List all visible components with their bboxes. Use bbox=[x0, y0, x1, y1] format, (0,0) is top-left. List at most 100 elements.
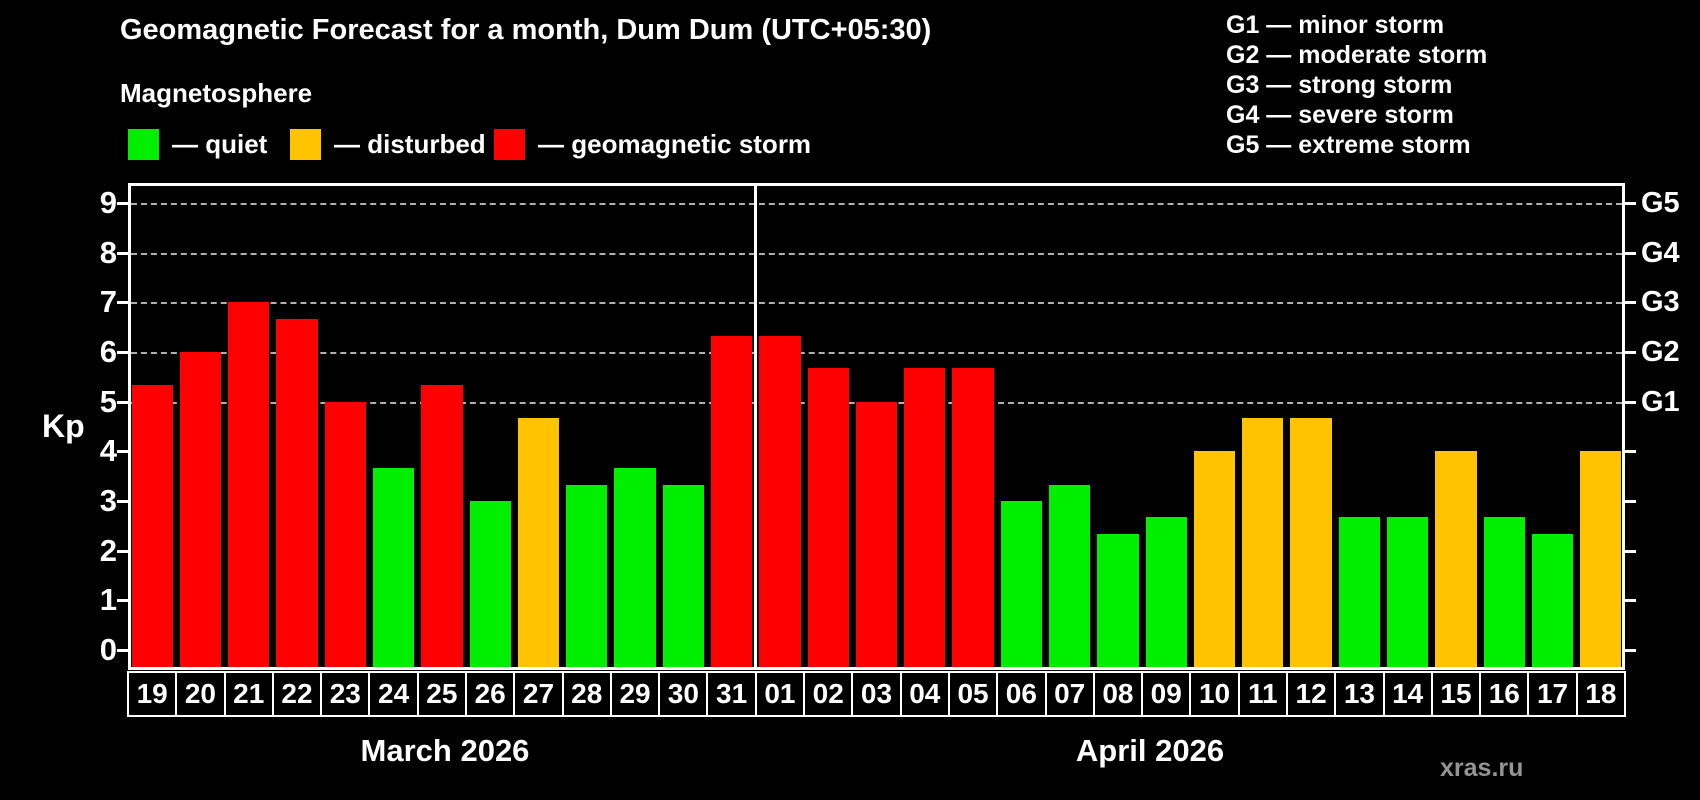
day-labels-row: 19 20 21 22 23 24 25 26 27 28 29 30 31 01 02 03 04 05 06 07… bbox=[127, 671, 1626, 717]
kp-bar-27 bbox=[517, 418, 560, 670]
y-tick-label-5: 5 bbox=[99, 383, 117, 419]
plot-border-left bbox=[128, 183, 131, 670]
day-cell-14: 14 bbox=[1382, 671, 1433, 717]
plot-border-top bbox=[128, 183, 1625, 186]
day-cell-28: 28 bbox=[561, 671, 612, 717]
y-axis-title: Kp bbox=[42, 408, 85, 444]
y-tick-left-6 bbox=[117, 350, 128, 354]
y-tick-right-9 bbox=[1625, 201, 1636, 205]
g-level-label-g1: G1 bbox=[1641, 385, 1680, 418]
y-tick-left-4 bbox=[117, 450, 128, 454]
chart-title: Geomagnetic Forecast for a month, Dum Du… bbox=[120, 14, 932, 46]
y-tick-left-1 bbox=[117, 599, 128, 603]
y-tick-label-2: 2 bbox=[99, 532, 117, 568]
day-cell-31: 31 bbox=[706, 671, 757, 717]
day-cell-04: 04 bbox=[899, 671, 950, 717]
day-cell-16: 16 bbox=[1479, 671, 1530, 717]
disturbed-color-swatch bbox=[290, 128, 321, 160]
g-level-label-g5: G5 bbox=[1641, 186, 1680, 219]
y-tick-left-0 bbox=[117, 649, 128, 652]
kp-bar-06 bbox=[1000, 500, 1042, 670]
kp-bar-01 bbox=[759, 335, 801, 670]
day-cell-11: 11 bbox=[1237, 671, 1288, 717]
kp-bar-04 bbox=[904, 368, 946, 670]
kp-bar-08 bbox=[1097, 534, 1139, 670]
g4-legend-line: G4 — severe storm bbox=[1226, 101, 1454, 129]
day-cell-22: 22 bbox=[271, 671, 323, 717]
y-tick-label-3: 3 bbox=[99, 482, 117, 518]
day-cell-26: 26 bbox=[465, 671, 516, 717]
day-cell-21: 21 bbox=[223, 671, 274, 717]
day-cell-09: 09 bbox=[1141, 671, 1192, 717]
kp-bar-18 bbox=[1580, 451, 1622, 670]
legend-label-disturbed: — disturbed bbox=[334, 128, 486, 159]
gridline-kp7 bbox=[131, 302, 1622, 305]
kp-bar-15 bbox=[1435, 451, 1477, 670]
legend-item-quiet: — quiet bbox=[128, 128, 267, 160]
kp-bar-02 bbox=[807, 368, 849, 670]
day-cell-05: 05 bbox=[947, 671, 999, 717]
day-cell-30: 30 bbox=[658, 671, 709, 717]
y-tick-label-4: 4 bbox=[99, 433, 117, 469]
day-cell-29: 29 bbox=[609, 671, 661, 717]
y-tick-right-7 bbox=[1625, 301, 1636, 305]
day-cell-08: 08 bbox=[1092, 671, 1144, 717]
y-tick-label-9: 9 bbox=[99, 184, 117, 220]
kp-bar-20 bbox=[179, 351, 222, 670]
gridline-kp8 bbox=[131, 252, 1622, 255]
day-cell-15: 15 bbox=[1430, 671, 1482, 717]
kp-bar-23 bbox=[324, 401, 366, 670]
y-tick-label-6: 6 bbox=[99, 333, 117, 369]
g-scale-legend: G1 — minor storm G2 — moderate storm G3 … bbox=[1226, 10, 1487, 160]
kp-bar-09 bbox=[1145, 517, 1187, 670]
legend-label-quiet: — quiet bbox=[172, 128, 268, 159]
day-cell-25: 25 bbox=[416, 671, 468, 717]
y-tick-right-1 bbox=[1625, 599, 1636, 603]
day-cell-20: 20 bbox=[175, 671, 226, 717]
kp-bar-05 bbox=[952, 368, 994, 670]
day-cell-07: 07 bbox=[1044, 671, 1095, 717]
kp-bar-28 bbox=[566, 484, 608, 670]
kp-bar-26 bbox=[469, 500, 511, 670]
y-tick-right-8 bbox=[1625, 251, 1636, 255]
quiet-color-swatch bbox=[128, 128, 159, 160]
day-cell-23: 23 bbox=[320, 671, 371, 717]
kp-bar-14 bbox=[1387, 517, 1429, 670]
day-cell-18: 18 bbox=[1575, 671, 1626, 717]
month-separator-line bbox=[754, 183, 758, 670]
y-tick-left-2 bbox=[117, 549, 128, 553]
kp-bar-17 bbox=[1531, 534, 1574, 670]
g3-legend-line: G3 — strong storm bbox=[1226, 71, 1453, 99]
y-tick-left-9 bbox=[117, 201, 128, 205]
g-level-label-g3: G3 bbox=[1641, 286, 1680, 319]
watermark: xras.ru bbox=[1440, 754, 1524, 782]
day-cell-12: 12 bbox=[1285, 671, 1337, 717]
kp-bar-10 bbox=[1193, 451, 1236, 670]
day-cell-13: 13 bbox=[1334, 671, 1385, 717]
y-tick-right-6 bbox=[1625, 350, 1636, 354]
kp-bar-11 bbox=[1242, 418, 1284, 670]
plot-border-bottom bbox=[128, 667, 1625, 670]
day-cell-02: 02 bbox=[803, 671, 854, 717]
storm-color-swatch bbox=[494, 128, 525, 160]
day-cell-17: 17 bbox=[1527, 671, 1578, 717]
day-cell-24: 24 bbox=[368, 671, 419, 717]
y-tick-label-1: 1 bbox=[99, 582, 117, 618]
kp-bar-19 bbox=[131, 385, 173, 670]
kp-bar-21 bbox=[228, 302, 270, 670]
y-tick-right-0 bbox=[1625, 649, 1636, 652]
g-level-label-g2: G2 bbox=[1641, 335, 1680, 368]
y-tick-right-2 bbox=[1625, 549, 1636, 553]
kp-bar-03 bbox=[855, 401, 898, 670]
day-cell-10: 10 bbox=[1189, 671, 1240, 717]
g2-legend-line: G2 — moderate storm bbox=[1226, 41, 1488, 69]
y-tick-left-5 bbox=[117, 400, 128, 404]
legend-item-disturbed: — disturbed bbox=[290, 128, 486, 160]
kp-bar-16 bbox=[1483, 517, 1525, 670]
kp-bar-25 bbox=[421, 385, 463, 670]
y-tick-label-8: 8 bbox=[99, 234, 117, 270]
gridline-kp9 bbox=[131, 202, 1622, 205]
legend-label-storm: — geomagnetic storm bbox=[538, 128, 812, 159]
y-tick-label-7: 7 bbox=[99, 284, 117, 320]
